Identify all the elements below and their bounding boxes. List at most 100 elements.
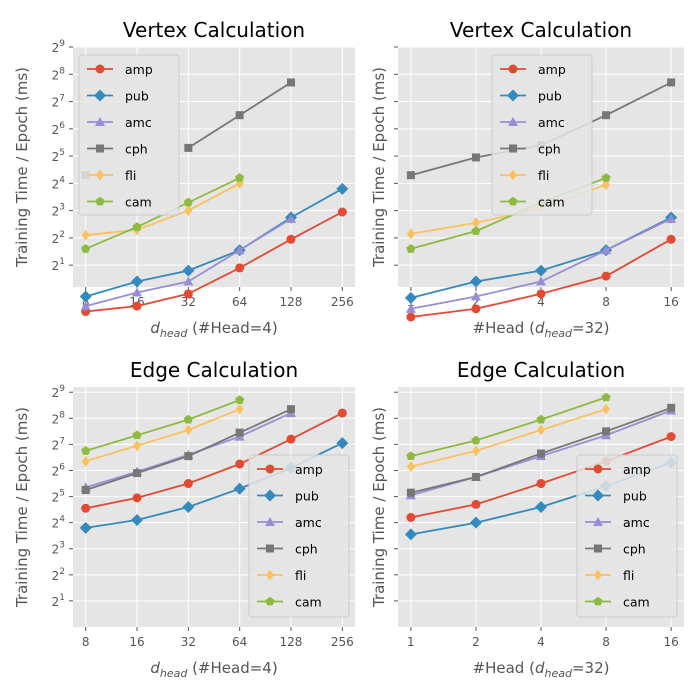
data-point-cph — [184, 452, 193, 461]
data-point-amp — [406, 512, 416, 522]
legend-label-cph: cph — [125, 142, 148, 157]
series-cam — [406, 392, 611, 461]
data-point-amc — [132, 287, 143, 297]
legend-label-fli: fli — [538, 168, 549, 183]
legend-marker-amp — [508, 64, 518, 74]
legend-label-fli: fli — [125, 168, 136, 183]
series-amp — [406, 234, 676, 322]
legend-marker-amp — [593, 464, 603, 474]
series-amp — [81, 408, 347, 513]
legend-marker-amc — [265, 517, 275, 526]
data-point-pub — [182, 501, 195, 513]
x-tick-label: 2 — [472, 635, 480, 649]
data-point-cam — [471, 435, 481, 445]
data-point-pub — [336, 182, 349, 195]
data-point-fli — [471, 445, 480, 457]
legend-label-amc: amc — [538, 115, 565, 130]
y-tick-label: 25 — [52, 489, 65, 505]
y-tick-label: 21 — [52, 257, 65, 273]
legend-label-amc: amc — [295, 515, 322, 530]
legend: amp pub amc cph fli cam — [491, 54, 593, 216]
data-point-amp — [471, 499, 481, 509]
data-point-fli — [406, 228, 415, 240]
data-point-cph — [406, 488, 415, 497]
legend-marker-fli — [594, 569, 602, 581]
x-tick-label: 16 — [663, 295, 678, 309]
data-point-pub — [336, 437, 349, 450]
legend-marker-pub — [94, 89, 106, 102]
data-point-amp — [601, 271, 611, 281]
data-point-amp — [132, 493, 142, 503]
data-point-cam — [601, 392, 611, 402]
legend-label-cph: cph — [295, 542, 318, 557]
data-point-amp — [235, 459, 245, 469]
chart-title: Vertex Calculation — [123, 18, 305, 42]
series-line-cam — [85, 399, 241, 452]
data-point-cph — [235, 111, 244, 120]
legend-label-pub: pub — [295, 489, 319, 504]
y-tick-label: 22 — [52, 230, 65, 246]
data-point-amp — [132, 301, 142, 311]
chart-panel-3: 8 16 32 64 128 256 21 22 23 24 25 26 27 28 29 Edge Calc… — [13, 358, 355, 680]
data-point-amp — [471, 304, 481, 314]
data-point-fli — [133, 440, 142, 452]
legend-marker-amc — [593, 517, 603, 526]
y-tick-label: 24 — [52, 515, 66, 531]
data-point-amp — [235, 263, 245, 273]
legend-label-pub: pub — [538, 89, 562, 104]
data-point-cph — [537, 449, 545, 458]
legend-marker-cph — [509, 144, 517, 153]
series-cph — [406, 403, 676, 497]
data-point-amp — [81, 503, 91, 513]
data-point-fli — [537, 424, 545, 436]
data-point-pub — [404, 291, 417, 304]
legend: amp pub amc cph fli cam — [78, 54, 180, 216]
series-line-cam — [410, 396, 607, 457]
series-fli — [406, 403, 611, 473]
y-tick-label: 23 — [52, 203, 65, 219]
data-point-amp — [536, 479, 546, 489]
x-tick-label: 4 — [537, 295, 545, 309]
data-point-cam — [132, 222, 142, 231]
legend-label-cam: cam — [295, 595, 322, 610]
data-point-amp — [183, 479, 193, 489]
data-point-cam — [471, 226, 481, 235]
data-point-cph — [184, 143, 193, 152]
data-point-cam — [81, 244, 91, 253]
x-tick-label: 256 — [331, 635, 354, 649]
x-tick-label: 8 — [602, 635, 610, 649]
series-amc — [80, 213, 296, 311]
legend-label-cam: cam — [538, 195, 565, 210]
data-point-fli — [81, 229, 90, 241]
y-tick-label: 29 — [52, 39, 66, 55]
y-tick-label: 29 — [52, 384, 66, 400]
data-point-amp — [337, 207, 347, 217]
data-point-amc — [470, 291, 481, 301]
data-point-amc — [234, 245, 245, 255]
data-point-cam — [406, 244, 416, 253]
legend-label-amp: amp — [125, 62, 153, 77]
x-axis-label: #Head (dhead​=32) — [473, 319, 610, 340]
data-point-cph — [286, 405, 295, 414]
data-point-amc — [536, 276, 546, 286]
series-line-fli — [410, 408, 607, 468]
data-point-amp — [666, 432, 676, 442]
legend-box — [248, 454, 350, 618]
data-point-pub — [79, 290, 92, 303]
legend-marker-cam — [593, 596, 603, 606]
data-point-amc — [285, 213, 296, 223]
data-point-pub — [469, 516, 482, 529]
y-axis-label: Training Time / Epoch (ms) — [370, 407, 388, 608]
legend-label-pub: pub — [623, 489, 647, 504]
legend-marker-amc — [95, 117, 105, 126]
data-point-amp — [406, 312, 416, 322]
legend-marker-amp — [265, 464, 275, 474]
x-tick-label: 8 — [82, 635, 90, 649]
chart-title: Edge Calculation — [457, 358, 625, 382]
series-line-amp — [85, 412, 343, 510]
series-line-fli — [85, 408, 241, 463]
data-point-cph — [471, 473, 480, 481]
legend-label-fli: fli — [295, 568, 306, 583]
y-tick-label: 25 — [52, 148, 65, 164]
